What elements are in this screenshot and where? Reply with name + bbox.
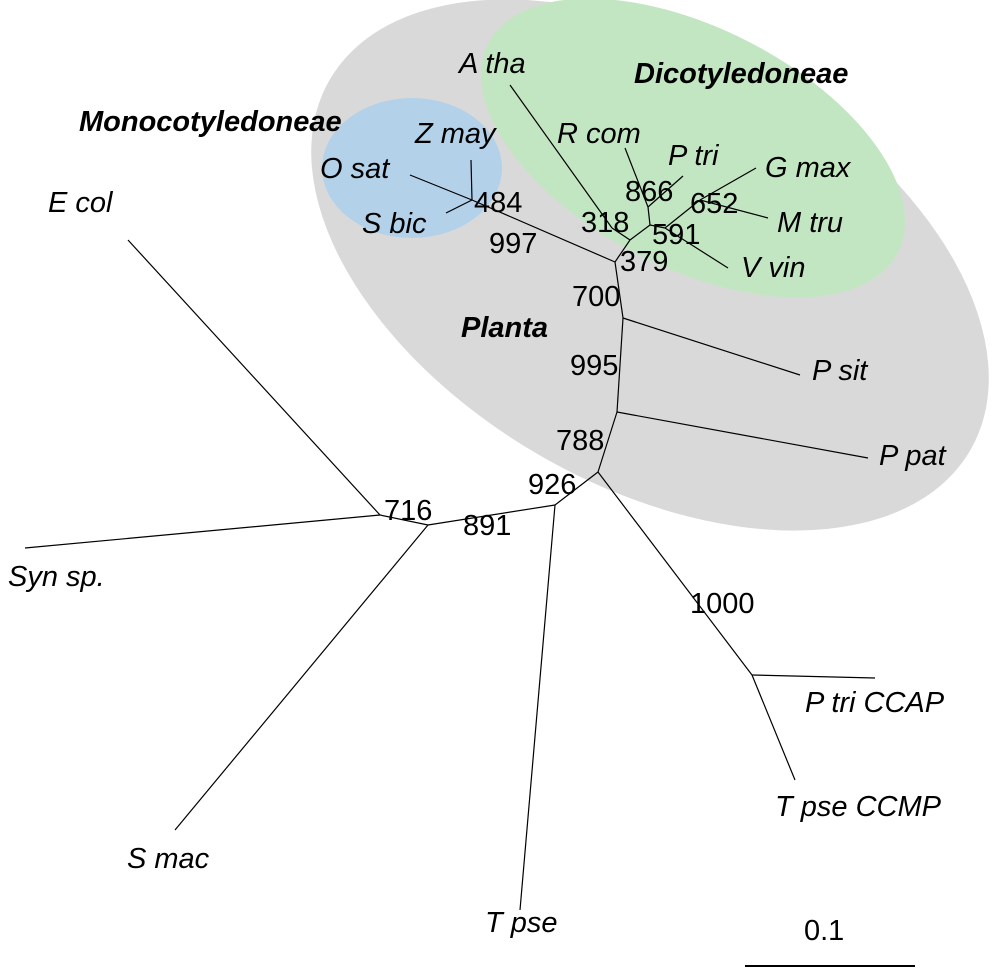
bootstrap-788: 788: [556, 425, 604, 457]
dicot-clade-highlight: [480, 0, 906, 298]
bootstrap-716: 716: [384, 495, 432, 527]
branch-p-tri: [647, 175, 684, 208]
monocot-clade-highlight: [322, 98, 502, 238]
tree-branches: [24, 84, 876, 911]
taxon-t-pse-ccmp: T pse CCMP: [775, 791, 942, 823]
taxon-r-com: R com: [557, 118, 641, 150]
scale-bar-label: 0.1: [804, 915, 844, 947]
taxon-s-bic: S bic: [362, 208, 427, 240]
branch-s-bic: [445, 199, 473, 214]
branch-p-tri-ccap: [751, 674, 876, 679]
taxon-g-max: G max: [765, 152, 852, 184]
branch-m-tru: [699, 199, 769, 219]
bootstrap-997: 997: [489, 228, 537, 260]
taxon-p-tri-ccap: P tri CCAP: [805, 687, 945, 719]
bootstrap-866: 866: [625, 176, 673, 208]
branch-g-max: [699, 167, 757, 201]
branch-z-may: [470, 159, 473, 201]
branch-s-mac: [174, 524, 429, 831]
taxon-s-mac: S mac: [127, 843, 210, 875]
taxon-syn-sp: Syn sp.: [8, 561, 105, 593]
branch-866-stem: [647, 206, 651, 226]
bootstrap-318: 318: [581, 207, 629, 239]
taxon-m-tru: M tru: [777, 207, 843, 239]
branch-t-pse: [519, 504, 556, 911]
branch-syn-sp: [24, 514, 381, 549]
taxon-t-pse: T pse: [485, 907, 558, 939]
branch-995-788: [597, 411, 618, 473]
bootstrap-700: 700: [572, 281, 620, 313]
taxon-z-may: Z may: [414, 118, 497, 150]
bootstrap-1000: 1000: [690, 588, 755, 620]
bootstrap-891: 891: [463, 510, 511, 542]
branch-diatom-stem: [597, 471, 753, 676]
branch-dicot-stem: [614, 239, 631, 263]
branch-t-pse-ccmp: [751, 674, 796, 781]
bootstrap-995: 995: [570, 350, 618, 382]
branch-p-sit: [622, 317, 801, 376]
branch-700-995: [616, 317, 624, 413]
taxon-p-sit: P sit: [812, 355, 869, 387]
taxon-v-vin: V vin: [741, 252, 805, 284]
label-monocotyledoneae: Monocotyledoneae: [79, 106, 342, 138]
branch-318-link: [629, 224, 651, 241]
bootstrap-652: 652: [690, 188, 738, 220]
taxon-o-sat: O sat: [320, 153, 391, 185]
branch-379-700: [614, 261, 624, 319]
bootstrap-591: 591: [652, 219, 700, 251]
label-dicotyledoneae: Dicotyledoneae: [634, 58, 848, 90]
branch-o-sat: [409, 174, 473, 201]
branch-p-pat: [616, 411, 869, 459]
label-planta: Planta: [461, 312, 548, 344]
bootstrap-926: 926: [528, 469, 576, 501]
branch-926-891: [427, 504, 556, 526]
branch-652-stem: [664, 199, 701, 229]
bootstrap-484: 484: [474, 187, 522, 219]
taxon-a-tha: A tha: [457, 48, 526, 80]
branch-891-716: [379, 514, 429, 526]
branch-r-com: [624, 147, 649, 208]
taxon-e-col: E col: [48, 187, 114, 219]
branch-788-926: [554, 471, 599, 506]
branch-a-tha: [509, 84, 613, 229]
branch-e-col: [127, 239, 381, 516]
taxon-p-pat: P pat: [879, 440, 948, 472]
taxon-p-tri: P tri: [668, 140, 720, 172]
branch-a-tha-base: [611, 227, 631, 241]
branch-591-stem: [649, 224, 666, 229]
branch-monocot-stem: [471, 199, 616, 263]
bootstrap-379: 379: [620, 246, 668, 278]
branch-v-vin: [664, 227, 729, 269]
